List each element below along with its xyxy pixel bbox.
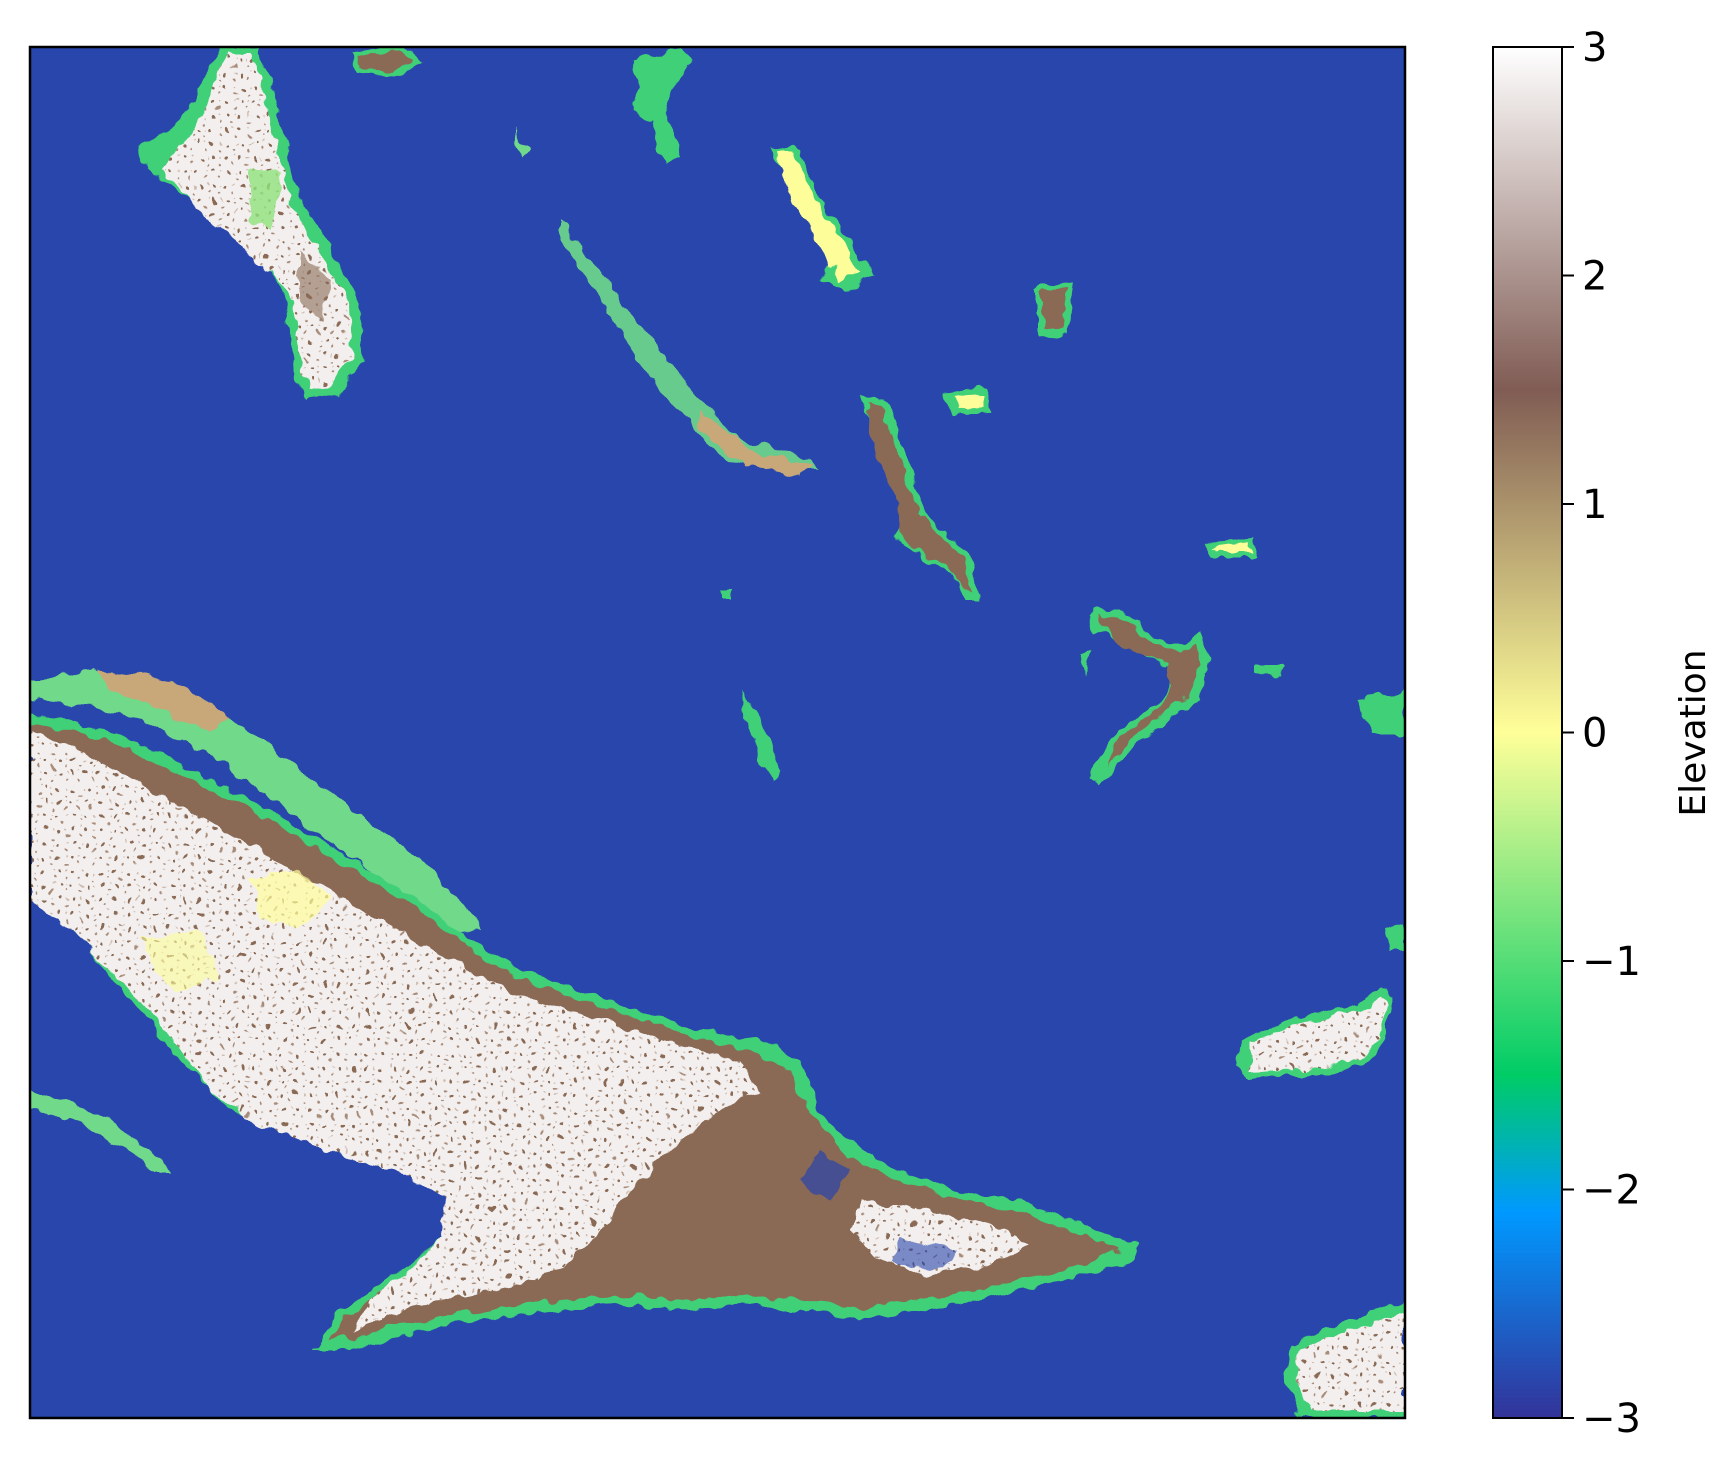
colorbar-gradient bbox=[1492, 46, 1563, 1419]
landmass-islet-g bbox=[1360, 690, 1405, 735]
landmass-exuma-chain bbox=[515, 130, 820, 475]
landmass-cat-island bbox=[860, 395, 980, 600]
landmass-islet-e bbox=[740, 690, 780, 780]
colorbar-tick-label: 3 bbox=[1582, 25, 1607, 71]
colorbar-tick-label: 1 bbox=[1582, 482, 1607, 528]
landmass-islet-top bbox=[351, 47, 426, 78]
landmass-inagua bbox=[1235, 985, 1395, 1080]
landmass-cuba-keys bbox=[30, 670, 480, 1170]
landmass-andros bbox=[140, 47, 365, 400]
colorbar-tick-label: −1 bbox=[1582, 939, 1641, 985]
landmass-islet-b bbox=[946, 386, 994, 416]
landmass-islet-f bbox=[1255, 665, 1285, 675]
landmass-eleuthera bbox=[630, 47, 875, 290]
plot-frame bbox=[28, 45, 1407, 1420]
landmass-islet-a bbox=[1037, 281, 1074, 339]
colorbar-tick-label: −3 bbox=[1582, 1396, 1641, 1442]
landmass-islet-d bbox=[720, 590, 730, 600]
colorbar-tick-label: −2 bbox=[1582, 1168, 1641, 1214]
colorbar-tick-label: 0 bbox=[1582, 711, 1607, 757]
landmass-hispaniola bbox=[1285, 1300, 1405, 1418]
colorbar-label: Elevation bbox=[1673, 649, 1714, 816]
landmass-cuba-highlands bbox=[30, 730, 760, 1330]
landmass-long-island bbox=[1080, 610, 1210, 785]
land-layer bbox=[30, 47, 1405, 1418]
landmass-islet-c bbox=[1206, 537, 1259, 558]
colorbar-tick-label: 2 bbox=[1582, 254, 1607, 300]
colorbar-ticks: 3 2 1 0 −1 −2 −3 bbox=[1562, 25, 1641, 1442]
colorbar: 3 2 1 0 −1 −2 −3 Elevation bbox=[1492, 25, 1714, 1442]
